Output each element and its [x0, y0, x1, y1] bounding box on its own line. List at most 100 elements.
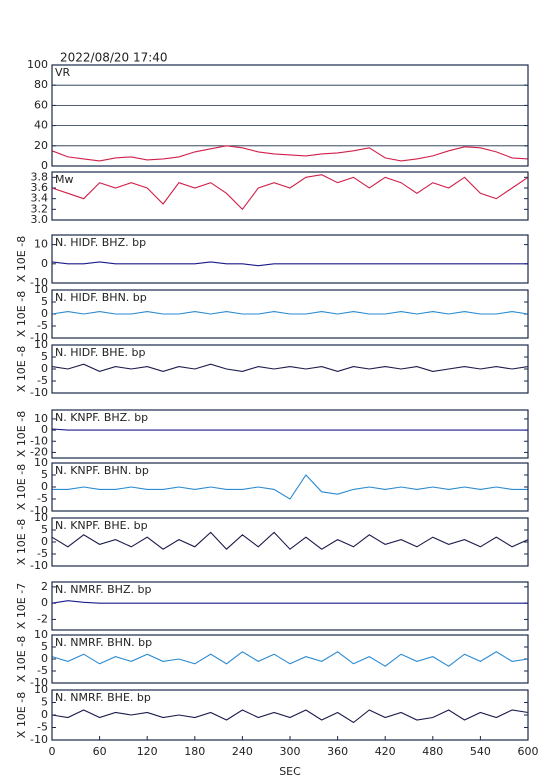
- y-axis-label: X 10E -8: [15, 692, 28, 738]
- y-tick-label: 0: [41, 307, 48, 320]
- y-tick-label: 80: [34, 78, 48, 91]
- panel-frame: [51, 289, 529, 339]
- y-tick-label: 10: [34, 283, 48, 296]
- x-tick-label: 0: [49, 745, 56, 758]
- x-tick-label: 180: [184, 745, 205, 758]
- y-tick-label: -10: [30, 276, 48, 289]
- y-axis-label: X 10E -8: [15, 464, 28, 510]
- y-tick-label: 0: [41, 596, 48, 609]
- panel-label: Mw: [55, 173, 74, 186]
- y-tick-label: -10: [30, 331, 48, 344]
- y-tick-label: 3.0: [31, 213, 49, 226]
- trace: [52, 474, 528, 500]
- panel-frame: [51, 234, 529, 284]
- y-tick-label: 0: [41, 362, 48, 375]
- y-tick-label: 60: [34, 98, 48, 111]
- panel-frame: [51, 517, 529, 567]
- y-tick-label: -5: [37, 319, 48, 332]
- y-tick-label: 100: [27, 58, 48, 71]
- trace: [51, 651, 529, 667]
- y-tick-label: 5: [41, 350, 48, 363]
- trace: [51, 531, 529, 550]
- y-axis-label: X 10E -8: [15, 519, 28, 565]
- trace: [51, 709, 529, 724]
- panel-label: N. KNPF. BHE. bp: [55, 519, 148, 532]
- panel-label: N. KNPF. BHN. bp: [55, 464, 149, 477]
- y-tick-label: 10: [34, 456, 48, 469]
- panel-frame: [51, 634, 529, 684]
- panel-frame: [51, 64, 529, 167]
- y-tick-label: 2: [41, 580, 48, 593]
- x-tick-label: 420: [375, 745, 396, 758]
- trace: [51, 174, 529, 211]
- panel-frame: [51, 409, 529, 459]
- y-tick-label: -5: [37, 721, 48, 734]
- panel-label: N. NMRF. BHE. bp: [55, 691, 151, 704]
- y-tick-label: 0: [41, 159, 48, 172]
- panel-label: N. HIDF. BHN. bp: [55, 291, 147, 304]
- panel-frame: [51, 581, 529, 631]
- y-axis-label: X 10E -8: [15, 411, 28, 457]
- y-axis-label: X 10E -8: [15, 291, 28, 337]
- x-tick-label: 300: [280, 745, 301, 758]
- y-tick-label: -5: [37, 664, 48, 677]
- y-tick-label: -2: [37, 612, 48, 625]
- y-tick-label: 0: [41, 708, 48, 721]
- y-tick-label: 0: [41, 535, 48, 548]
- trace: [51, 428, 528, 431]
- y-tick-label: 10: [34, 511, 48, 524]
- panel-label: N. HIDF. BHE. bp: [55, 346, 146, 359]
- y-tick-label: -5: [37, 492, 48, 505]
- y-tick-label: -10: [30, 434, 48, 447]
- y-tick-label: -10: [30, 733, 48, 746]
- y-tick-label: -5: [37, 547, 48, 560]
- y-tick-label: -10: [30, 504, 48, 517]
- y-tick-label: 3.6: [31, 181, 49, 194]
- y-tick-label: 3.8: [31, 170, 49, 183]
- y-axis-label: X 10E -8: [15, 346, 28, 392]
- y-tick-label: 10: [34, 412, 48, 425]
- trace: [51, 261, 528, 267]
- y-tick-label: 10: [34, 338, 48, 351]
- panel-label: N. HIDF. BHZ. bp: [55, 236, 146, 249]
- y-tick-label: 10: [34, 238, 48, 251]
- y-tick-label: 0: [41, 480, 48, 493]
- y-tick-label: -20: [30, 445, 48, 458]
- x-tick-label: 240: [232, 745, 253, 758]
- y-tick-label: 10: [34, 628, 48, 641]
- x-tick-label: 120: [137, 745, 158, 758]
- y-tick-label: 20: [34, 139, 48, 152]
- y-tick-label: 5: [41, 295, 48, 308]
- panel-label: VR: [55, 66, 71, 79]
- panel-label: N. NMRF. BHN. bp: [55, 636, 152, 649]
- y-tick-label: 5: [41, 696, 48, 709]
- y-axis-label: X 10E -8: [15, 236, 28, 282]
- y-tick-label: -10: [30, 559, 48, 572]
- trace: [51, 311, 529, 315]
- trace: [51, 600, 528, 604]
- x-tick-label: 540: [470, 745, 491, 758]
- x-tick-label: 480: [422, 745, 443, 758]
- y-tick-label: -10: [30, 386, 48, 399]
- trace: [51, 363, 529, 372]
- panel-label: N. KNPF. BHZ. bp: [55, 411, 148, 424]
- y-tick-label: 0: [41, 257, 48, 270]
- x-tick-label: 600: [518, 745, 539, 758]
- y-tick-label: 0: [41, 652, 48, 665]
- y-tick-label: 5: [41, 468, 48, 481]
- y-tick-label: -5: [37, 374, 48, 387]
- panel-frame: [51, 171, 529, 221]
- x-tick-label: 360: [327, 745, 348, 758]
- y-tick-label: 3.2: [31, 202, 49, 215]
- y-tick-label: 5: [41, 640, 48, 653]
- y-tick-label: 40: [34, 119, 48, 132]
- chart-title: 2022/08/20 17:40: [60, 51, 168, 65]
- x-axis-label: SEC: [279, 765, 301, 778]
- trace: [51, 145, 529, 162]
- x-tick-label: 60: [93, 745, 107, 758]
- y-axis-label: X 10E -7: [15, 583, 28, 629]
- panel-frame: [51, 462, 529, 512]
- y-tick-label: 0: [41, 423, 48, 436]
- y-axis-label: X 10E -8: [15, 636, 28, 682]
